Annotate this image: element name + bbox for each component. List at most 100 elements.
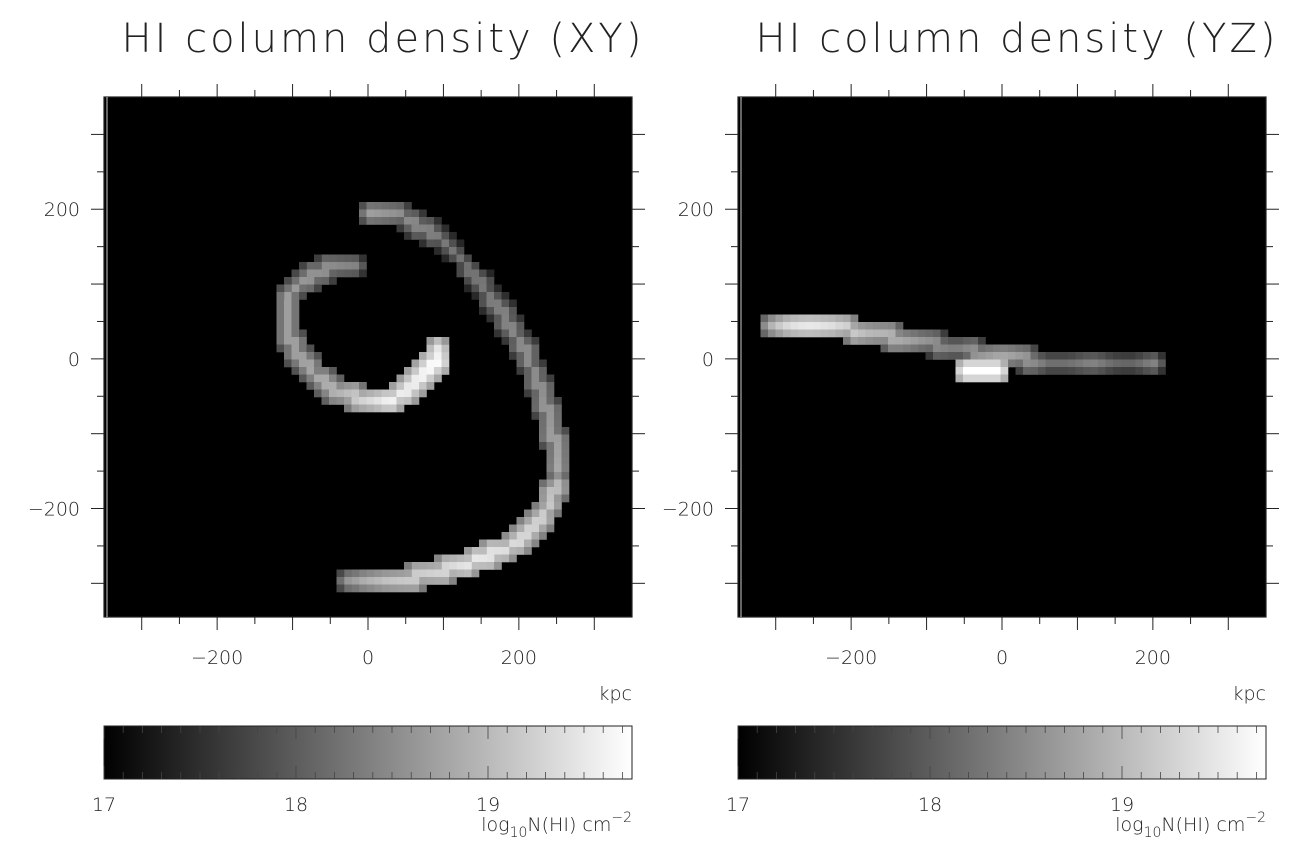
heatmap-cell	[284, 284, 292, 293]
heatmap-cell	[531, 389, 540, 398]
heatmap-cell	[366, 389, 375, 398]
heatmap-cell	[351, 382, 360, 390]
heatmap-cell	[531, 517, 540, 525]
heatmap-cell	[419, 352, 427, 360]
heatmap-cell	[1023, 352, 1031, 360]
heatmap-cell	[359, 584, 367, 593]
heatmap-cell	[276, 337, 285, 345]
heatmap-cell	[434, 562, 442, 570]
heatmap-cell	[306, 269, 315, 278]
heatmap-cell	[539, 479, 547, 488]
heatmap-cell	[366, 209, 375, 218]
heatmap-cell	[798, 314, 806, 323]
heatmap-cell	[554, 449, 562, 458]
heatmap-cell	[539, 494, 547, 503]
heatmap-cell	[516, 367, 525, 375]
heatmap-cell	[411, 232, 420, 240]
heatmap-cell	[276, 284, 285, 293]
heatmap-cell	[993, 359, 1001, 368]
heatmap-cell	[828, 329, 836, 338]
heatmap-cell	[381, 404, 390, 413]
heatmap-cell	[546, 479, 555, 488]
heatmap-cell	[858, 337, 866, 345]
heatmap-cell	[1038, 352, 1046, 360]
heatmap-cell	[314, 284, 322, 293]
heatmap-cell	[494, 539, 502, 548]
heatmap-cell	[464, 254, 472, 263]
heatmap-cell	[291, 322, 300, 330]
heatmap-cell	[299, 277, 307, 285]
heatmap-cell	[531, 352, 540, 360]
heatmap-cell	[306, 262, 315, 270]
heatmap-cell	[314, 389, 322, 398]
heatmap-cell	[359, 269, 367, 278]
x-tick-label: −200	[191, 647, 243, 669]
heatmap-cell	[456, 269, 465, 278]
heatmap-cell	[985, 367, 994, 375]
heatmap-cell	[426, 577, 435, 585]
heatmap-cell	[299, 329, 307, 338]
heatmap-cell	[396, 389, 405, 398]
heatmap-cell	[291, 314, 300, 323]
heatmap-cell	[963, 367, 971, 375]
heatmap-cell	[441, 577, 450, 585]
heatmap-cell	[524, 344, 532, 353]
heatmap-cell	[835, 322, 844, 330]
heatmap-cell	[501, 554, 510, 563]
heatmap-cell	[426, 562, 435, 570]
heatmap-cell	[1143, 352, 1151, 360]
heatmap-cell	[828, 322, 836, 330]
heatmap-cell	[516, 359, 525, 368]
heatmap-cell	[389, 209, 397, 218]
heatmap-cell	[434, 239, 442, 248]
heatmap-cell	[396, 382, 405, 390]
heatmap-cell	[464, 269, 472, 278]
heatmap-cell	[419, 389, 427, 398]
heatmap-cell	[1143, 359, 1151, 368]
heatmap-cell	[404, 202, 412, 210]
heatmap-cell	[374, 217, 382, 225]
heatmap-cell	[351, 397, 360, 405]
heatmap-cell	[561, 427, 570, 435]
heatmap-cell	[456, 562, 465, 570]
heatmap-cell	[494, 329, 502, 338]
heatmap-cell	[434, 352, 442, 360]
heatmap-cell	[524, 389, 532, 398]
heatmap-cell	[1008, 344, 1016, 353]
heatmap-cell	[910, 329, 919, 338]
heatmap-cell	[284, 352, 292, 360]
heatmap-cell	[404, 397, 412, 405]
heatmap-cell	[464, 562, 472, 570]
heatmap-cell	[276, 314, 285, 323]
heatmap-cell	[441, 367, 450, 375]
heatmap-cell	[381, 209, 390, 218]
panel-title-yz: HI column density (YZ)	[756, 16, 1279, 62]
heatmap-cell	[291, 344, 300, 353]
heatmap-cell	[396, 209, 405, 218]
heatmap-cell	[1083, 359, 1091, 368]
heatmap-cell	[775, 329, 784, 338]
heatmap-cell	[381, 397, 390, 405]
heatmap-cell	[1128, 359, 1136, 368]
heatmap-cell	[509, 299, 517, 308]
heatmap-cell	[1000, 359, 1009, 368]
heatmap-cell	[1068, 359, 1076, 368]
heatmap-cell	[1000, 352, 1009, 360]
heatmap-cell	[524, 547, 532, 555]
heatmap-cell	[411, 382, 420, 390]
heatmap-cell	[441, 247, 450, 255]
heatmap-cell	[344, 254, 352, 263]
heatmap-cell	[419, 569, 427, 578]
heatmap-cell	[955, 344, 964, 353]
heatmap-cell	[464, 284, 472, 293]
heatmap-cell	[359, 217, 367, 225]
heatmap-cell	[396, 577, 405, 585]
axes-ticks-xy	[91, 84, 645, 630]
heatmap-cell	[276, 329, 285, 338]
heatmap-cell	[291, 292, 300, 300]
heatmap-cell	[299, 292, 307, 300]
heatmap-cell	[524, 539, 532, 548]
heatmap-cell	[426, 239, 435, 248]
heatmap-cell	[978, 367, 986, 375]
heatmap-cell	[531, 344, 540, 353]
